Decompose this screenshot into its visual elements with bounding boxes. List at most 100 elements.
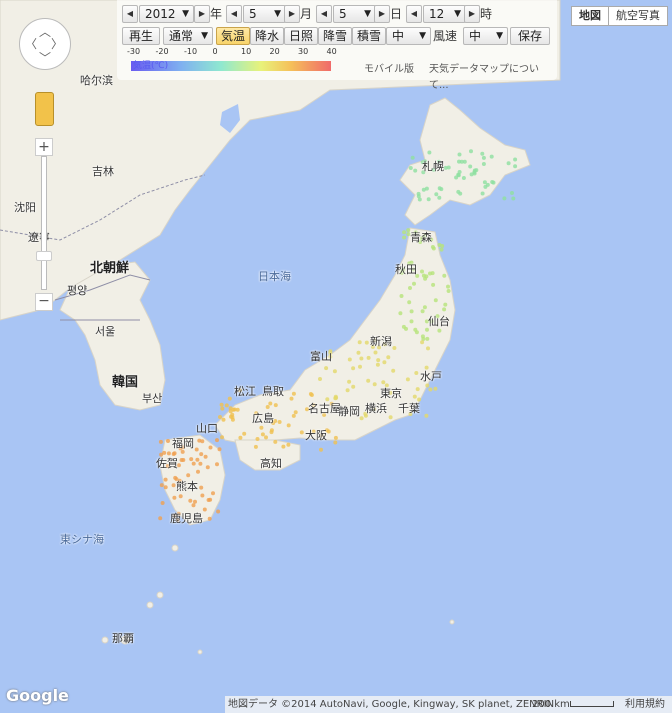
station-marker	[178, 446, 183, 451]
hour-prev-button[interactable]: ◀	[406, 5, 422, 23]
station-marker	[386, 355, 391, 360]
pan-control[interactable]: ︿ 〈 〉 ﹀	[19, 18, 71, 70]
station-marker	[459, 159, 464, 164]
station-marker	[427, 150, 432, 155]
station-marker	[333, 435, 338, 440]
size-select[interactable]: 中	[386, 27, 431, 45]
station-marker	[364, 340, 369, 345]
map-type-satellite-button[interactable]: 航空写真	[608, 6, 668, 26]
station-marker	[281, 444, 286, 449]
korea	[59, 261, 166, 411]
station-marker	[489, 154, 494, 159]
pan-left-icon[interactable]: 〈	[25, 37, 38, 51]
tab-snow-depth[interactable]: 積雪	[352, 27, 386, 45]
wind-select[interactable]: 中	[463, 27, 508, 45]
tab-temperature[interactable]: 気温	[216, 27, 250, 45]
label-shenyang: 沈阳	[14, 201, 36, 214]
station-marker	[163, 485, 168, 490]
wind-label: 風速	[433, 29, 458, 43]
station-marker	[203, 454, 208, 459]
mobile-link[interactable]: モバイル版	[364, 64, 414, 75]
station-marker	[423, 276, 428, 281]
station-marker	[513, 164, 518, 169]
station-marker	[417, 197, 422, 202]
station-marker	[421, 170, 426, 175]
station-marker	[412, 394, 417, 399]
play-button[interactable]: 再生	[122, 27, 160, 45]
station-marker	[425, 336, 430, 341]
tab-sunshine[interactable]: 日照	[284, 27, 318, 45]
pan-up-icon[interactable]: ︿	[39, 25, 52, 39]
zoom-slider-track[interactable]	[41, 156, 47, 290]
tab-snowfall[interactable]: 降雪	[318, 27, 352, 45]
zoom-in-button[interactable]: +	[35, 138, 53, 156]
day-prev-button[interactable]: ◀	[316, 5, 332, 23]
station-marker	[399, 294, 404, 298]
station-marker	[411, 267, 416, 272]
station-marker	[202, 507, 207, 512]
pan-right-icon[interactable]: 〉	[51, 37, 64, 51]
station-marker	[359, 356, 364, 361]
station-marker	[408, 286, 412, 290]
label-sendai: 仙台	[428, 315, 450, 328]
year-prev-button[interactable]: ◀	[122, 5, 138, 23]
station-marker	[227, 396, 232, 401]
station-marker	[431, 282, 436, 287]
label-harbin: 哈尔滨	[80, 74, 113, 87]
station-marker	[481, 162, 486, 166]
map-type-map-button[interactable]: 地図	[571, 6, 609, 26]
speed-select[interactable]: 通常	[163, 27, 213, 45]
station-marker	[299, 430, 304, 435]
label-tokyo: 東京	[380, 387, 402, 400]
day-select[interactable]: 5	[333, 5, 376, 23]
station-marker	[513, 157, 518, 162]
label-yamaguchi: 山口	[196, 422, 218, 435]
month-prev-button[interactable]: ◀	[226, 5, 242, 23]
label-osaka: 大阪	[305, 429, 327, 442]
station-marker	[220, 406, 225, 411]
station-marker	[351, 366, 356, 371]
station-marker	[180, 449, 185, 454]
station-marker	[417, 397, 422, 402]
station-marker	[409, 319, 414, 324]
station-marker	[372, 407, 376, 412]
station-marker	[177, 478, 182, 483]
label-yokohama: 横浜	[365, 402, 387, 415]
station-marker	[208, 445, 213, 450]
station-marker	[200, 439, 205, 444]
day-next-button[interactable]: ▶	[374, 5, 390, 23]
label-niigata: 新潟	[370, 335, 392, 348]
label-sapporo: 札幌	[422, 160, 444, 173]
station-marker	[189, 457, 194, 462]
station-marker	[328, 349, 333, 354]
station-marker	[178, 494, 183, 499]
station-marker	[382, 360, 387, 365]
zoom-out-button[interactable]: −	[35, 293, 53, 311]
station-marker	[431, 167, 436, 172]
station-marker	[402, 230, 407, 235]
hour-select[interactable]: 12	[423, 5, 466, 23]
save-button[interactable]: 保存	[510, 27, 550, 45]
month-select[interactable]: 5	[243, 5, 286, 23]
terms-link[interactable]: 利用規約	[625, 699, 665, 710]
scale-bar	[570, 701, 614, 707]
label-seoul: 서울	[95, 325, 116, 338]
station-marker	[434, 192, 439, 197]
pan-down-icon[interactable]: ﹀	[39, 51, 52, 65]
tab-precipitation[interactable]: 降水	[250, 27, 284, 45]
year-next-button[interactable]: ▶	[194, 5, 210, 23]
hour-next-button[interactable]: ▶	[464, 5, 480, 23]
station-marker	[172, 513, 177, 518]
station-marker	[408, 412, 413, 416]
month-next-button[interactable]: ▶	[284, 5, 300, 23]
year-select[interactable]: 2012	[139, 5, 194, 23]
day-unit: 日	[390, 7, 403, 21]
station-marker	[305, 407, 309, 412]
pegman-icon[interactable]	[35, 92, 54, 126]
about-link[interactable]: 天気データマップについて...	[429, 64, 539, 91]
label-fukuoka: 福岡	[172, 437, 194, 450]
zoom-slider-handle[interactable]	[36, 251, 52, 261]
station-marker	[410, 155, 415, 160]
control-panel: ◀ 2012 ▶ 年 ◀ 5 ▶ 月 ◀ 5 ▶ 日 ◀ 12 ▶ 時 再生 通…	[117, 0, 557, 91]
